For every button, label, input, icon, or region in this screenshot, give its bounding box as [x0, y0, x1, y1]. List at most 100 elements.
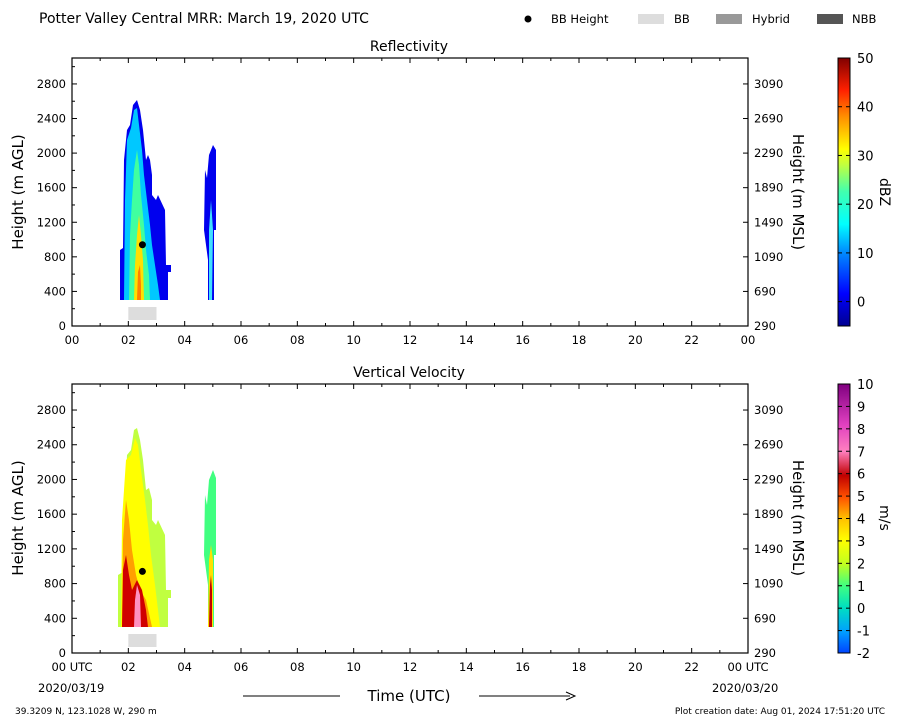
- reflectivity-y-tick-label: 2800: [37, 77, 66, 91]
- velocity-x-tick-label: 16: [515, 660, 530, 674]
- velocity-x-tick-label: 00 UTC: [727, 660, 768, 674]
- legend-bb-swatch: [638, 14, 664, 24]
- reflectivity-colorbar-tick-label: 20: [857, 198, 874, 213]
- legend-bb-label: BB: [674, 12, 690, 26]
- velocity-colorbar-tick-label: -2: [857, 647, 870, 662]
- reflectivity-y-tick-label-right: 690: [754, 284, 776, 298]
- reflectivity-colorbar: [837, 57, 851, 327]
- reflectivity-y-tick-label: 0: [59, 319, 66, 333]
- reflectivity-y-tick-label-right: 1490: [754, 215, 783, 229]
- velocity-y-tick-label: 1200: [37, 542, 66, 556]
- reflectivity-y-tick-label: 1600: [37, 181, 66, 195]
- velocity-colorbar-tick-label: 10: [857, 378, 874, 393]
- time-arrow-head: [565, 691, 577, 701]
- velocity-y-tick-label: 400: [44, 611, 66, 625]
- reflectivity-x-tick-label: 02: [121, 333, 136, 347]
- legend: BB Height BB Hybrid NBB: [524, 12, 876, 26]
- chart-title: Potter Valley Central MRR: March 19, 202…: [39, 11, 369, 27]
- legend-nbb-label: NBB: [852, 12, 876, 26]
- velocity-region-late-core: [209, 575, 212, 627]
- velocity-x-tick-label: 10: [346, 660, 361, 674]
- velocity-x-tick-label: 22: [684, 660, 699, 674]
- velocity-y-tick-label-right: 2290: [754, 472, 783, 486]
- velocity-y-tick-label-right: 3090: [754, 403, 783, 417]
- velocity-bb-layer: [128, 567, 157, 647]
- velocity-y-tick-label-right: 1490: [754, 542, 783, 556]
- velocity-bb-flag: [128, 634, 157, 647]
- reflectivity-x-tick-label: 18: [572, 333, 587, 347]
- x-date-start: 2020/03/19: [38, 681, 104, 695]
- velocity-y-tick-label-right: 690: [754, 611, 776, 625]
- reflectivity-y-tick-label-right: 290: [754, 319, 776, 333]
- reflectivity-colorbar-tick-label: 10: [857, 247, 874, 262]
- reflectivity-y-tick-label: 400: [44, 284, 66, 298]
- velocity-panel: Vertical Velocity 00 UTC 02 04 06 08 10 12 14 16…: [9, 365, 892, 705]
- reflectivity-x-tick-label: 04: [177, 333, 192, 347]
- reflectivity-colorbar-tick-label: 0: [857, 296, 865, 311]
- reflectivity-x-tick-label: 22: [684, 333, 699, 347]
- reflectivity-colorbar-tick-label: 50: [857, 52, 874, 67]
- echo-region-orange: [137, 265, 141, 300]
- x-axis-label: Time (UTC): [367, 687, 451, 705]
- reflectivity-y-tick-label: 1200: [37, 215, 66, 229]
- legend-bb-height-label: BB Height: [551, 12, 609, 26]
- velocity-colorbar-label: m/s: [876, 505, 892, 531]
- velocity-colorbar-tick-label: 2: [857, 557, 865, 572]
- reflectivity-y-tick-label: 2000: [37, 146, 66, 160]
- velocity-x-tick-label: 12: [403, 660, 418, 674]
- velocity-y-tick-label: 2800: [37, 403, 66, 417]
- creation-date-footer: Plot creation date: Aug 01, 2024 17:51:2…: [675, 707, 885, 717]
- reflectivity-x-tick-label: 10: [346, 333, 361, 347]
- reflectivity-colorbar-tick-label: 40: [857, 101, 874, 116]
- reflectivity-x-tick-label: 00: [741, 333, 756, 347]
- reflectivity-x-tick-label: 20: [628, 333, 643, 347]
- velocity-colorbar-tick-label: 1: [857, 580, 865, 595]
- velocity-y-label: Height (m AGL): [9, 460, 27, 575]
- legend-bb-height-marker: [524, 15, 532, 23]
- reflectivity-y-tick-label-right: 2690: [754, 112, 783, 126]
- velocity-colorbar-tick-label: 8: [857, 423, 865, 438]
- reflectivity-y-tick-label-right: 3090: [754, 77, 783, 91]
- velocity-field: [118, 428, 216, 627]
- velocity-region-pink: [134, 585, 141, 627]
- velocity-y-tick-label: 2000: [37, 472, 66, 486]
- velocity-y-tick-label: 800: [44, 577, 66, 591]
- echo-region-late-inner: [209, 200, 213, 300]
- velocity-x-tick-label: 00 UTC: [51, 660, 92, 674]
- reflectivity-x-tick-label: 14: [459, 333, 474, 347]
- velocity-colorbar-tick-label: 5: [857, 490, 865, 505]
- velocity-axes: 00 UTC 02 04 06 08 10 12 14 16 18 20 22 00 UTC040080…: [37, 384, 783, 674]
- reflectivity-x-tick-label: 08: [290, 333, 305, 347]
- velocity-y-tick-label: 1600: [37, 507, 66, 521]
- location-footer: 39.3209 N, 123.1028 W, 290 m: [15, 707, 157, 717]
- reflectivity-field: [120, 100, 216, 300]
- velocity-title: Vertical Velocity: [353, 365, 465, 381]
- reflectivity-y-label: Height (m AGL): [9, 134, 27, 249]
- velocity-x-tick-label: 04: [177, 660, 192, 674]
- echo-region-yellow: [134, 215, 144, 300]
- velocity-plot-frame: [71, 383, 749, 654]
- velocity-colorbar-tick-label: 0: [857, 602, 865, 617]
- reflectivity-colorbar-ticks: 0 10 20 30 40 50: [838, 52, 874, 311]
- velocity-colorbar-tick-label: 3: [857, 535, 865, 550]
- reflectivity-colorbar-label: dBZ: [876, 178, 892, 206]
- reflectivity-y-tick-label: 2400: [37, 112, 66, 126]
- reflectivity-y-tick-label-right: 1890: [754, 181, 783, 195]
- velocity-x-tick-label: 18: [572, 660, 587, 674]
- velocity-x-tick-label: 14: [459, 660, 474, 674]
- velocity-x-tick-label: 20: [628, 660, 643, 674]
- reflectivity-plot-frame: [71, 57, 749, 327]
- velocity-y-tick-label-right: 290: [754, 646, 776, 660]
- velocity-colorbar-tick-label: 9: [857, 400, 865, 415]
- reflectivity-x-tick-label: 12: [403, 333, 418, 347]
- velocity-y-tick-label-right: 1890: [754, 507, 783, 521]
- reflectivity-y-tick-label-right: 2290: [754, 146, 783, 160]
- velocity-colorbar-ticks: -2 -1 0 1 2 3 4 5 6 7 8 9 10: [838, 378, 874, 662]
- velocity-colorbar-tick-label: 7: [857, 445, 865, 460]
- reflectivity-panel: Reflectivity 00 02 04 06 08 10 12 14 16 18 20 22 000…: [9, 39, 892, 347]
- velocity-x-tick-label: 08: [290, 660, 305, 674]
- velocity-y-label-right: Height (m MSL): [789, 460, 807, 576]
- reflectivity-y-tick-label-right: 1090: [754, 250, 783, 264]
- reflectivity-y-tick-label: 800: [44, 250, 66, 264]
